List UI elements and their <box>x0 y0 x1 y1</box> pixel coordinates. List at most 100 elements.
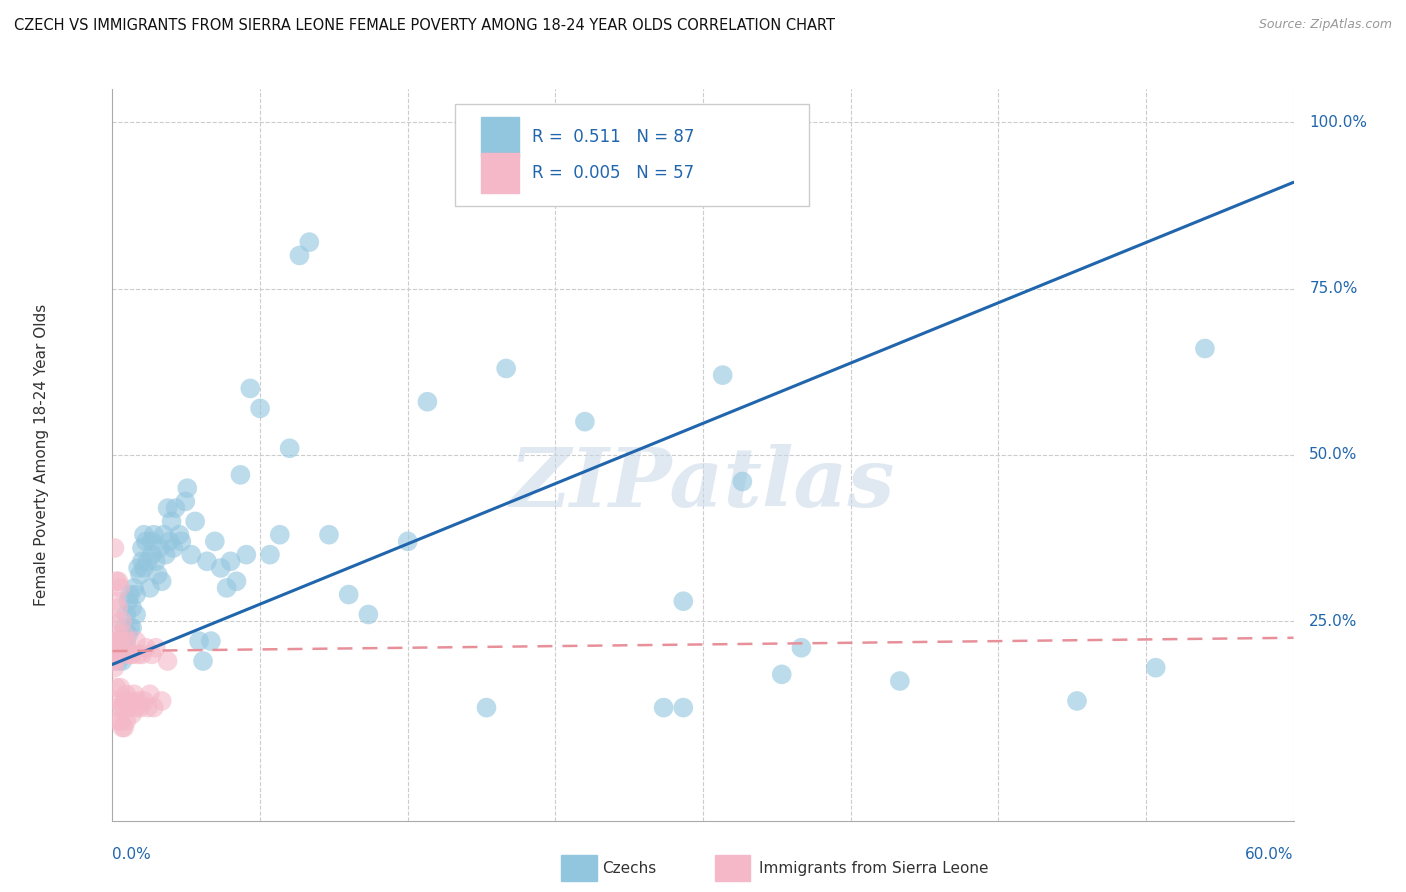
Point <box>135 534 157 549</box>
Point <box>127 694 149 708</box>
Point <box>136 700 159 714</box>
Point <box>132 561 155 575</box>
Point <box>117 648 139 662</box>
Point <box>790 640 813 655</box>
Point <box>120 621 142 635</box>
Point <box>115 634 138 648</box>
Point <box>162 541 184 555</box>
Point <box>125 588 148 602</box>
Point <box>115 607 138 622</box>
Point <box>125 700 148 714</box>
Point <box>105 574 128 589</box>
Point <box>103 654 125 668</box>
Point <box>127 648 149 662</box>
Point <box>110 581 132 595</box>
Point <box>235 548 257 562</box>
Point <box>288 248 311 262</box>
FancyBboxPatch shape <box>561 855 596 881</box>
Point <box>1194 342 1216 356</box>
Point <box>215 581 238 595</box>
Point <box>120 694 142 708</box>
Text: R =  0.511   N = 87: R = 0.511 N = 87 <box>531 128 695 145</box>
Point <box>120 588 142 602</box>
Text: 50.0%: 50.0% <box>1309 448 1358 462</box>
Point <box>174 494 197 508</box>
Point <box>249 401 271 416</box>
Point <box>188 634 211 648</box>
Point <box>131 648 153 662</box>
Point <box>105 634 128 648</box>
Point <box>1144 661 1167 675</box>
Point <box>115 640 138 655</box>
Point <box>121 621 143 635</box>
Point <box>672 594 695 608</box>
Point <box>122 687 145 701</box>
Point <box>107 654 129 668</box>
Point <box>107 600 129 615</box>
Point <box>107 714 129 728</box>
Point <box>142 700 165 714</box>
Point <box>131 554 153 568</box>
Point <box>125 607 148 622</box>
Point <box>170 534 193 549</box>
Point <box>200 634 222 648</box>
FancyBboxPatch shape <box>714 855 751 881</box>
Text: 100.0%: 100.0% <box>1309 115 1367 130</box>
Point <box>101 648 124 662</box>
Point <box>225 574 247 589</box>
Point <box>127 561 149 575</box>
Point <box>120 648 142 662</box>
Point <box>574 415 596 429</box>
Point <box>145 554 167 568</box>
Text: ZIPatlas: ZIPatlas <box>510 444 896 524</box>
Point <box>672 700 695 714</box>
FancyBboxPatch shape <box>456 103 810 206</box>
Point <box>495 361 517 376</box>
Point <box>129 700 152 714</box>
Point <box>159 534 181 549</box>
Point <box>142 527 165 541</box>
Point <box>318 527 340 541</box>
Point <box>146 567 169 582</box>
Point <box>107 634 129 648</box>
Text: CZECH VS IMMIGRANTS FROM SIERRA LEONE FEMALE POVERTY AMONG 18-24 YEAR OLDS CORRE: CZECH VS IMMIGRANTS FROM SIERRA LEONE FE… <box>14 18 835 33</box>
Point <box>711 368 734 383</box>
Point <box>165 501 187 516</box>
Point <box>115 687 138 701</box>
Point <box>117 627 139 641</box>
Point <box>101 654 124 668</box>
Point <box>112 721 135 735</box>
Point <box>195 554 218 568</box>
Point <box>135 640 157 655</box>
Point <box>110 714 132 728</box>
Point <box>110 648 132 662</box>
Point <box>169 527 191 541</box>
Text: 75.0%: 75.0% <box>1309 281 1358 296</box>
FancyBboxPatch shape <box>481 117 519 157</box>
Point <box>731 475 754 489</box>
Point <box>229 467 252 482</box>
Point <box>132 527 155 541</box>
Point <box>111 721 134 735</box>
Point <box>152 527 174 541</box>
Point <box>105 640 128 655</box>
Text: Source: ZipAtlas.com: Source: ZipAtlas.com <box>1258 18 1392 31</box>
Text: 0.0%: 0.0% <box>112 847 152 863</box>
Point <box>110 681 132 695</box>
Point <box>107 627 129 641</box>
Point <box>150 694 173 708</box>
Point <box>105 681 128 695</box>
Point <box>139 687 162 701</box>
Point <box>652 700 675 714</box>
Point <box>770 667 793 681</box>
Point <box>105 594 128 608</box>
Point <box>112 621 135 635</box>
Point <box>150 574 173 589</box>
Point <box>110 634 132 648</box>
Point <box>131 541 153 555</box>
Point <box>416 394 439 409</box>
Point <box>103 640 125 655</box>
Point <box>107 574 129 589</box>
Point <box>121 600 143 615</box>
Point <box>132 694 155 708</box>
